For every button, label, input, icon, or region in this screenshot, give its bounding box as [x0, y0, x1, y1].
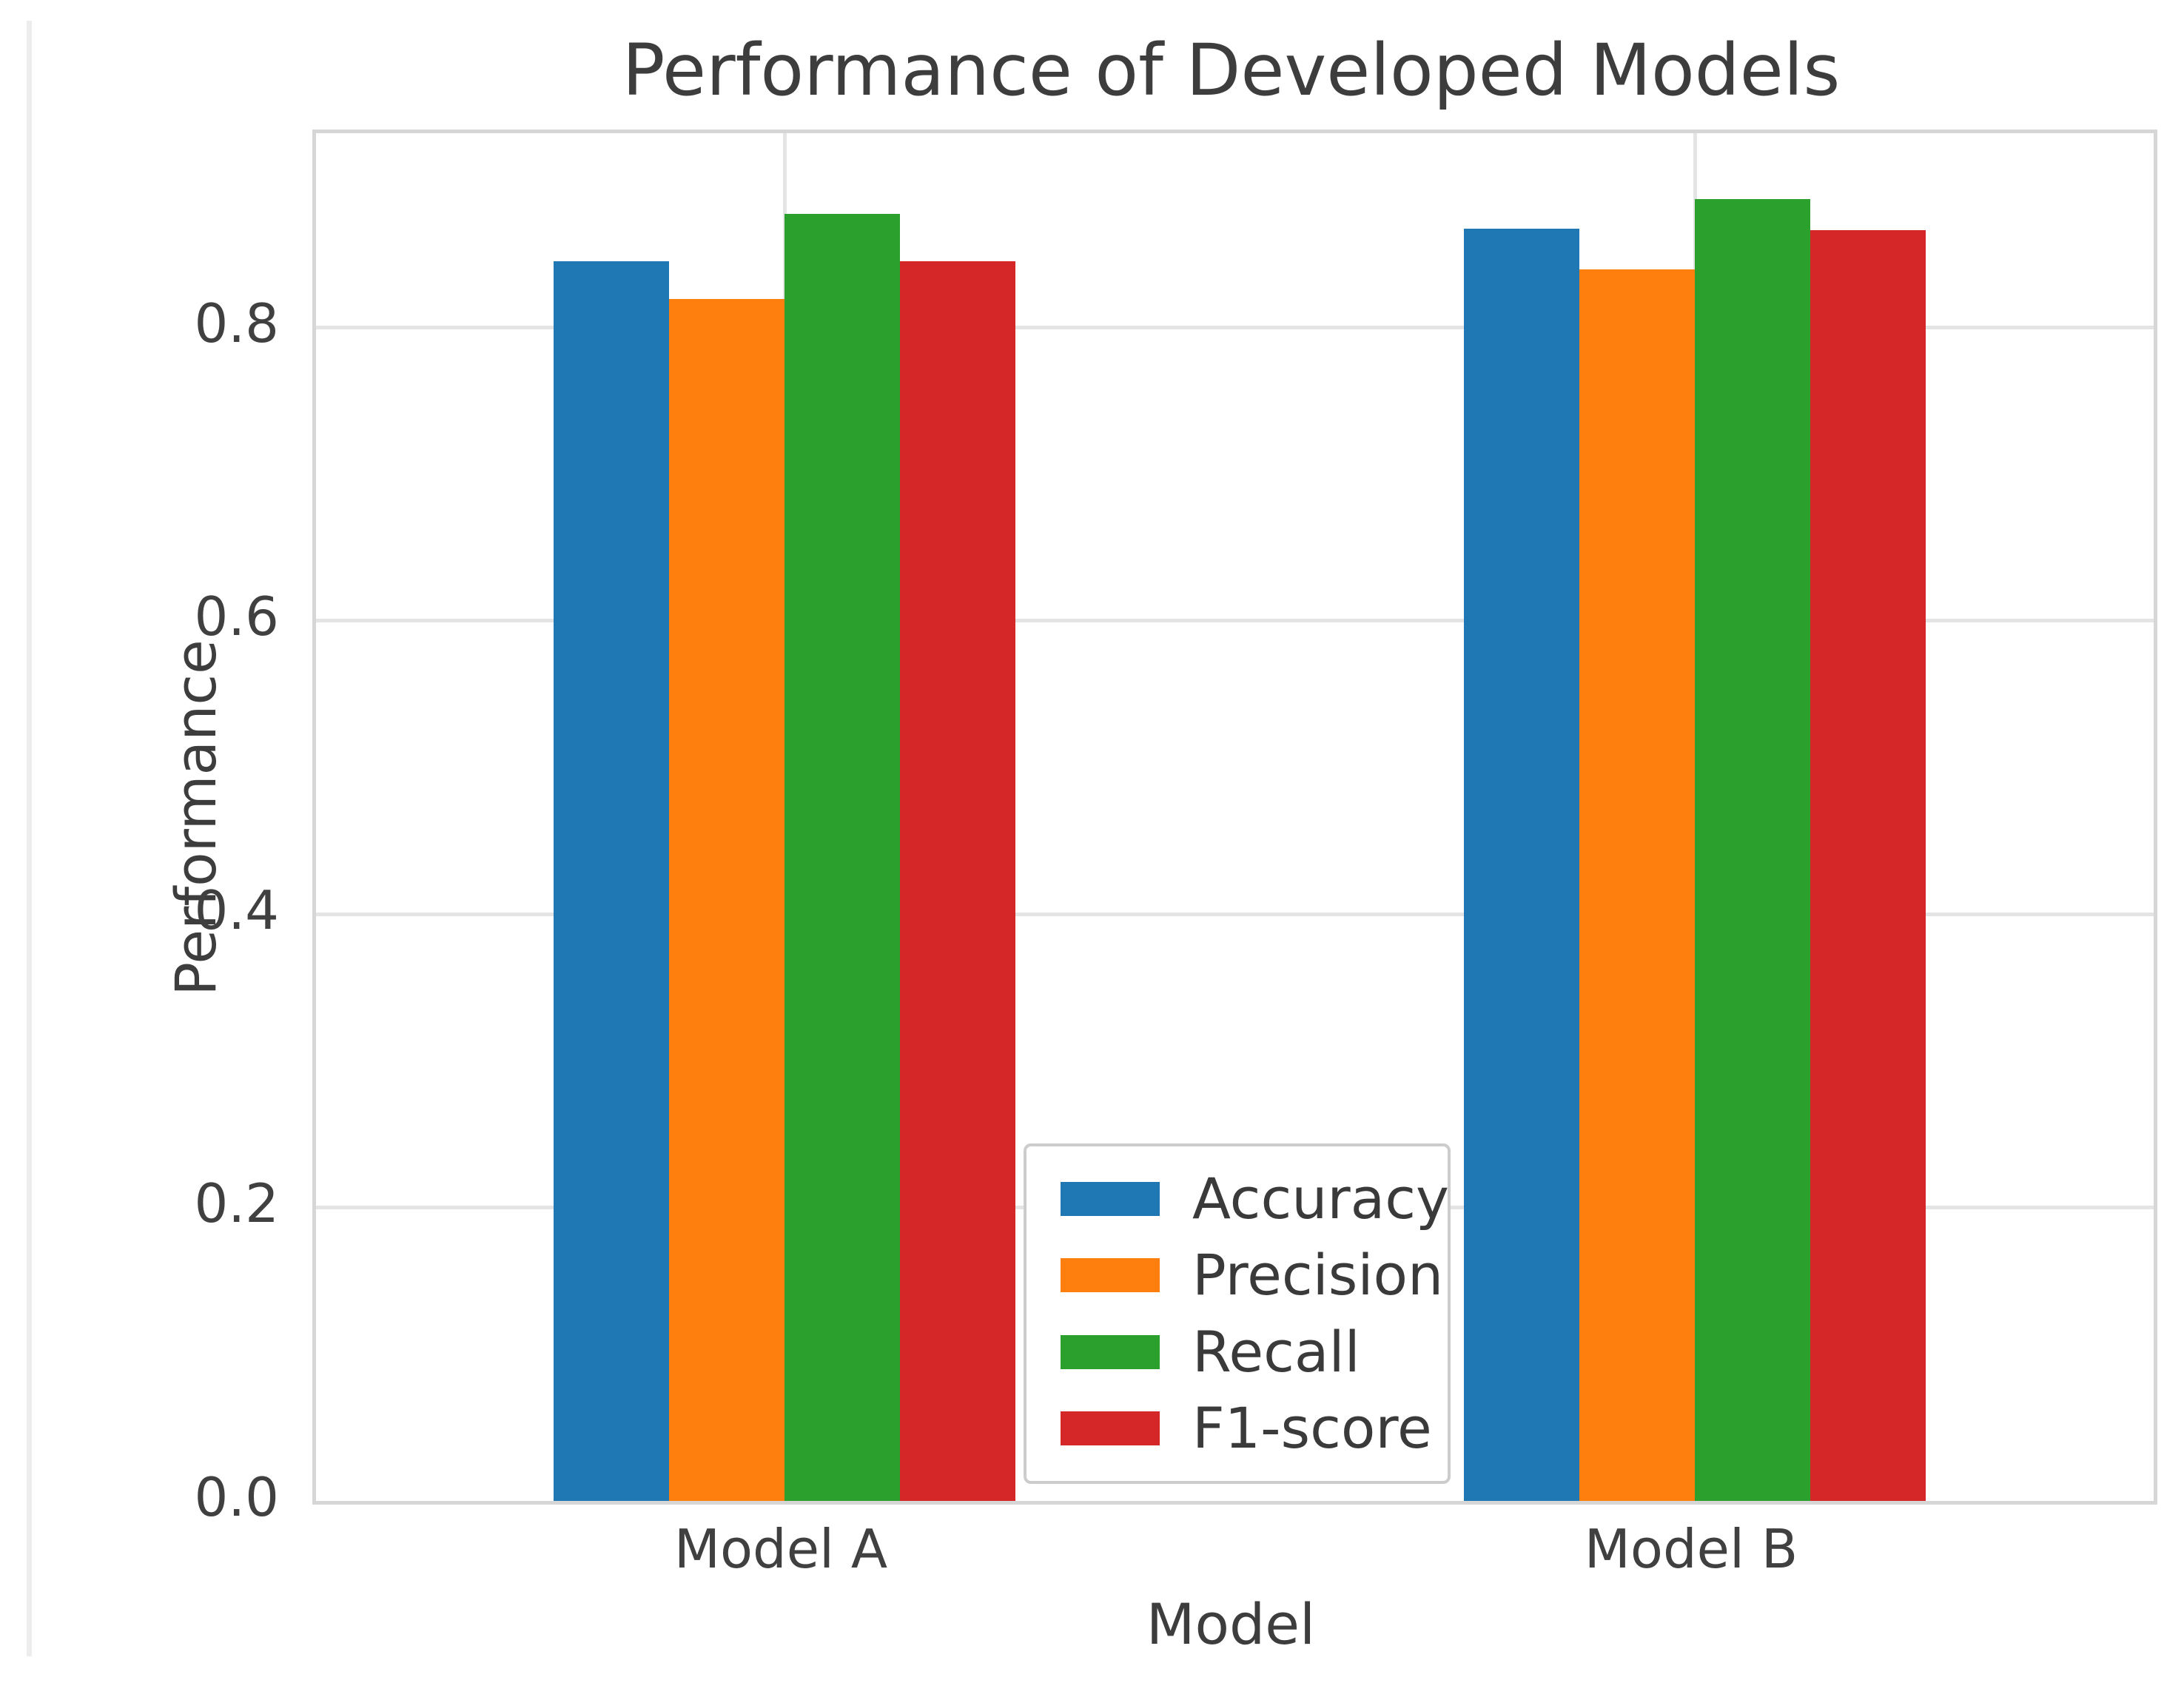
bar-model-a-recall	[784, 214, 900, 1501]
legend-row-accuracy: Accuracy	[1061, 1165, 1449, 1232]
legend-row-precision: Precision	[1061, 1243, 1448, 1307]
legend: Accuracy Precision Recall F1-score	[1024, 1143, 1451, 1484]
x-tick-label-model-b: Model B	[1584, 1518, 1798, 1580]
bar-model-a-f1-score	[900, 261, 1015, 1501]
gridline-y-0.6	[316, 619, 2154, 622]
legend-swatch-recall	[1061, 1334, 1160, 1369]
legend-label-f1-score: F1-score	[1192, 1395, 1432, 1462]
legend-swatch-f1-score	[1061, 1411, 1160, 1446]
y-tick-label-0.4: 0.4	[194, 879, 279, 941]
bar-model-a-accuracy	[554, 261, 669, 1501]
y-tick-label-0.0: 0.0	[194, 1466, 279, 1528]
bar-model-b-accuracy	[1464, 229, 1579, 1501]
bar-model-b-f1-score	[1810, 230, 1926, 1501]
y-tick-label-0.6: 0.6	[194, 585, 279, 648]
legend-swatch-precision	[1061, 1258, 1160, 1293]
plot-area	[312, 130, 2157, 1505]
x-axis-label: Model	[1146, 1591, 1316, 1657]
gridline-y-0.4	[316, 913, 2154, 916]
legend-row-f1-score: F1-score	[1061, 1397, 1448, 1460]
y-tick-label-0.8: 0.8	[194, 292, 279, 355]
legend-row-recall: Recall	[1061, 1320, 1448, 1384]
legend-swatch-accuracy	[1061, 1181, 1160, 1216]
y-axis-label: Performance	[163, 639, 229, 996]
y-tick-label-0.2: 0.2	[194, 1172, 279, 1234]
x-tick-label-model-a: Model A	[673, 1518, 888, 1580]
bar-model-b-recall	[1695, 199, 1810, 1501]
legend-label-precision: Precision	[1192, 1242, 1444, 1308]
bar-model-a-precision	[669, 299, 784, 1501]
bar-model-b-precision	[1579, 269, 1695, 1501]
legend-label-recall: Recall	[1192, 1318, 1360, 1385]
chart-title: Performance of Developed Models	[622, 29, 1841, 112]
legend-label-accuracy: Accuracy	[1192, 1165, 1449, 1232]
gridline-y-0.8	[316, 326, 2154, 329]
page-edge-artifact-line	[27, 21, 32, 1656]
